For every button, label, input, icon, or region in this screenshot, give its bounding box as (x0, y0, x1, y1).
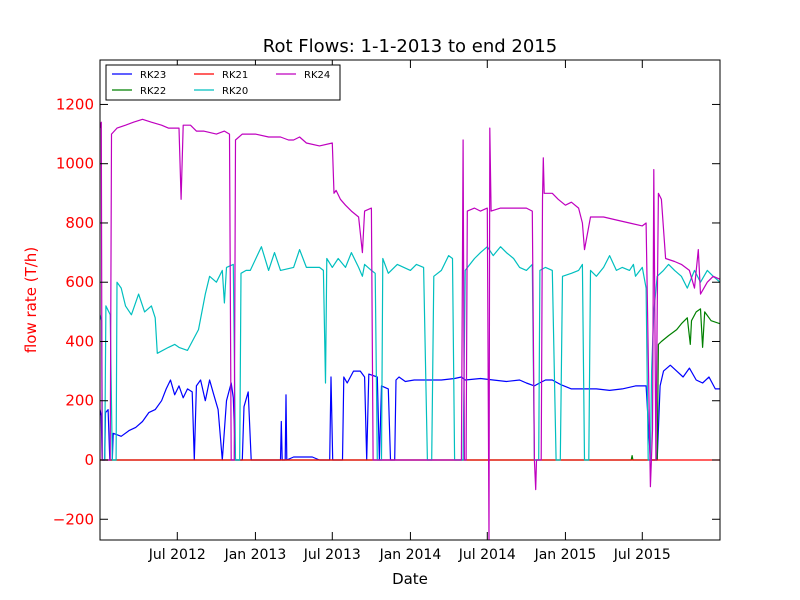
x-axis-label: Date (392, 570, 428, 588)
legend-label-rk21: RK21 (222, 70, 248, 81)
y-axis: −200 0 200 400 600 800 1000 1200 (53, 95, 720, 528)
y-tick-label: 1000 (56, 155, 94, 173)
chart-title: Rot Flows: 1-1-2013 to end 2015 (263, 36, 557, 57)
y-axis-label: flow rate (T/h) (22, 247, 40, 353)
series-line-rk24 (100, 118, 720, 540)
series-line-rk23 (100, 364, 720, 461)
x-tick-label: Jul 2015 (613, 547, 671, 563)
series-line-rk22 (100, 308, 720, 461)
legend-box (105, 64, 341, 101)
x-tick-label: Jul 2012 (148, 547, 206, 563)
legend-label-rk24: RK24 (304, 70, 330, 81)
y-tick-label: −200 (53, 510, 94, 528)
x-tick-label: Jul 2013 (303, 547, 361, 563)
plot-frame (99, 59, 721, 541)
y-tick-label: 200 (65, 392, 94, 410)
legend: RK23 RK22 RK21 RK20 RK24 (105, 64, 341, 101)
legend-label-rk20: RK20 (222, 86, 248, 97)
x-tick-label: Jul 2014 (458, 547, 516, 563)
legend-label-rk22: RK22 (140, 86, 166, 97)
y-tick-label: 800 (65, 214, 94, 232)
y-tick-label: 0 (84, 451, 94, 469)
y-tick-label: 400 (65, 332, 94, 350)
x-tick-label: Jan 2015 (534, 547, 597, 563)
x-tick-label: Jan 2013 (224, 547, 287, 563)
series-layer (100, 118, 720, 540)
x-axis: Jul 2012 Jan 2013 Jul 2013 Jan 2014 Jul 2014… (148, 60, 671, 563)
y-tick-label: 600 (65, 273, 94, 291)
legend-label-rk23: RK23 (140, 70, 166, 81)
series-line-rk20 (100, 246, 720, 461)
x-tick-label: Jan 2014 (379, 547, 442, 563)
y-tick-label: 1200 (56, 95, 94, 113)
